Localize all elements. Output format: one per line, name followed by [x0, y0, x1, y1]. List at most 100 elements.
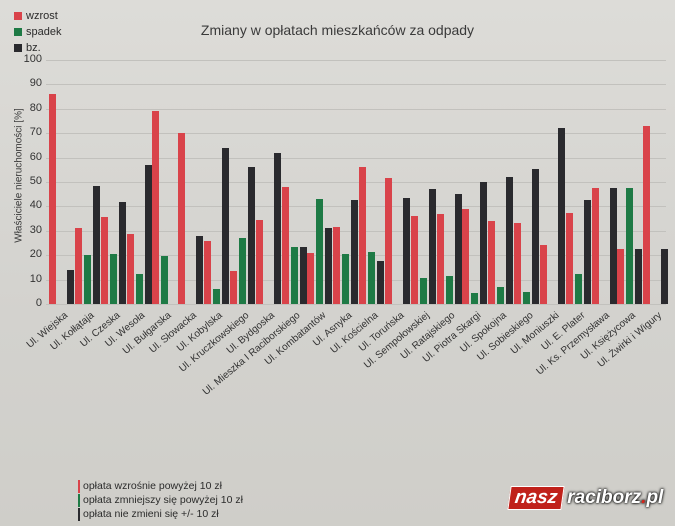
- watermark-logo: nasz raciborz.pl: [507, 484, 664, 512]
- legend-bottom-item-nochange: opłata nie zmieni się +/- 10 zł: [78, 507, 243, 521]
- y-tick-label: 70: [29, 126, 42, 139]
- bar-wzrost: [359, 167, 366, 304]
- bar-group: [253, 60, 281, 304]
- bar-group: [98, 60, 126, 304]
- y-tick-label: 90: [29, 77, 42, 90]
- bar-group: [537, 60, 565, 304]
- bar-wzrost: [307, 252, 315, 304]
- y-tick-label: 40: [29, 199, 42, 212]
- bar-bz: [402, 197, 410, 304]
- bar-bz: [609, 188, 617, 304]
- legend-bottom-label: opłata nie zmieni się +/- 10 zł: [83, 508, 219, 520]
- bar-wzrost: [255, 219, 263, 304]
- bar-wzrost: [100, 217, 108, 304]
- bar-bz: [273, 152, 281, 304]
- bar-spadek: [368, 251, 375, 304]
- bar-bz: [67, 269, 74, 304]
- legend-swatch-red: [14, 12, 22, 20]
- legend-item-bz: bz.: [14, 40, 61, 56]
- y-tick-label: 50: [29, 175, 42, 187]
- bar-group: [356, 60, 384, 304]
- bar-bz: [480, 182, 488, 304]
- bar-spadek: [316, 199, 324, 304]
- legend-bottom: opłata wzrośnie powyżej 10 zł opłata zmn…: [78, 479, 243, 521]
- bar-wzrost: [488, 221, 496, 304]
- legend-top: wzrost spadek bz.: [14, 8, 61, 56]
- bar-wzrost: [643, 125, 651, 304]
- bar-spadek: [626, 188, 634, 304]
- bar-spadek: [471, 293, 479, 304]
- bar-group: [227, 60, 255, 304]
- plot-area: [46, 60, 669, 304]
- bar-group: [72, 60, 100, 304]
- bar-bz: [247, 167, 255, 304]
- bar-spadek: [342, 253, 350, 304]
- legend-label: spadek: [26, 26, 62, 38]
- gridline: [46, 60, 666, 61]
- bar-group: [459, 60, 488, 304]
- bar-wzrost: [178, 133, 186, 304]
- legend-bottom-item-increase: opłata wzrośnie powyżej 10 zł: [78, 479, 243, 493]
- gridline: [46, 182, 666, 183]
- bar-group: [279, 60, 307, 304]
- logo-part-nasz: nasz: [507, 486, 565, 510]
- bar-group: [46, 60, 74, 304]
- legend-label: bz.: [26, 42, 41, 54]
- logo-part-raciborz: raciborz.pl: [567, 487, 664, 508]
- bar-wzrost: [539, 245, 547, 304]
- bar-wzrost: [591, 188, 599, 304]
- bar-group: [382, 60, 410, 304]
- legend-bottom-item-decrease: opłata zmniejszy się powyżej 10 zł: [78, 493, 243, 507]
- bar-bz: [144, 164, 152, 304]
- bar-group: [589, 60, 617, 304]
- bar-group: [149, 60, 175, 304]
- bar-spadek: [83, 255, 91, 304]
- bar-bz: [661, 249, 669, 304]
- bar-bz: [325, 228, 333, 304]
- bar-group: [408, 60, 436, 304]
- bar-bz: [92, 185, 100, 304]
- legend-item-spadek: spadek: [14, 24, 61, 40]
- chart-title: Zmiany w opłatach mieszkańców za odpady: [200, 22, 475, 38]
- bar-spadek: [290, 246, 298, 304]
- bar-bz: [118, 201, 126, 304]
- bar-bz: [428, 189, 436, 304]
- gridline: [46, 304, 666, 305]
- bar-group: [175, 60, 204, 304]
- bar-bz: [351, 200, 359, 304]
- bar-group: [124, 60, 152, 304]
- legend-mark-green: [78, 493, 80, 507]
- bar-spadek: [419, 278, 427, 304]
- legend-bottom-label: opłata zmniejszy się powyżej 10 zł: [83, 494, 243, 506]
- legend-item-wzrost: wzrost: [14, 8, 61, 24]
- bar-bz: [506, 177, 514, 304]
- y-tick-label: 80: [29, 101, 42, 114]
- bar-group: [485, 60, 514, 304]
- bar-spadek: [161, 256, 169, 304]
- bar-wzrost: [126, 234, 134, 304]
- bar-bz: [635, 249, 643, 304]
- y-tick-label: 60: [29, 150, 42, 163]
- legend-label: wzrost: [26, 10, 58, 22]
- y-tick-label: 10: [29, 272, 42, 285]
- bar-wzrost: [436, 213, 444, 304]
- y-tick-label: 100: [23, 53, 42, 65]
- bar-bz: [454, 194, 462, 304]
- bar-group: [434, 60, 462, 304]
- bar-wzrost: [333, 227, 341, 304]
- bar-bz: [222, 147, 229, 304]
- bar-wzrost: [462, 208, 470, 304]
- bar-spadek: [135, 273, 143, 304]
- bar-spadek: [574, 273, 582, 304]
- bar-wzrost: [514, 223, 521, 304]
- bar-bz: [557, 128, 565, 304]
- y-tick-label: 0: [35, 297, 42, 309]
- bar-wzrost: [204, 240, 211, 304]
- legend-swatch-green: [14, 28, 22, 36]
- bar-spadek: [523, 291, 530, 304]
- bar-group: [304, 60, 333, 304]
- bar-spadek: [238, 238, 246, 304]
- bar-wzrost: [74, 228, 82, 304]
- bar-bz: [583, 200, 591, 304]
